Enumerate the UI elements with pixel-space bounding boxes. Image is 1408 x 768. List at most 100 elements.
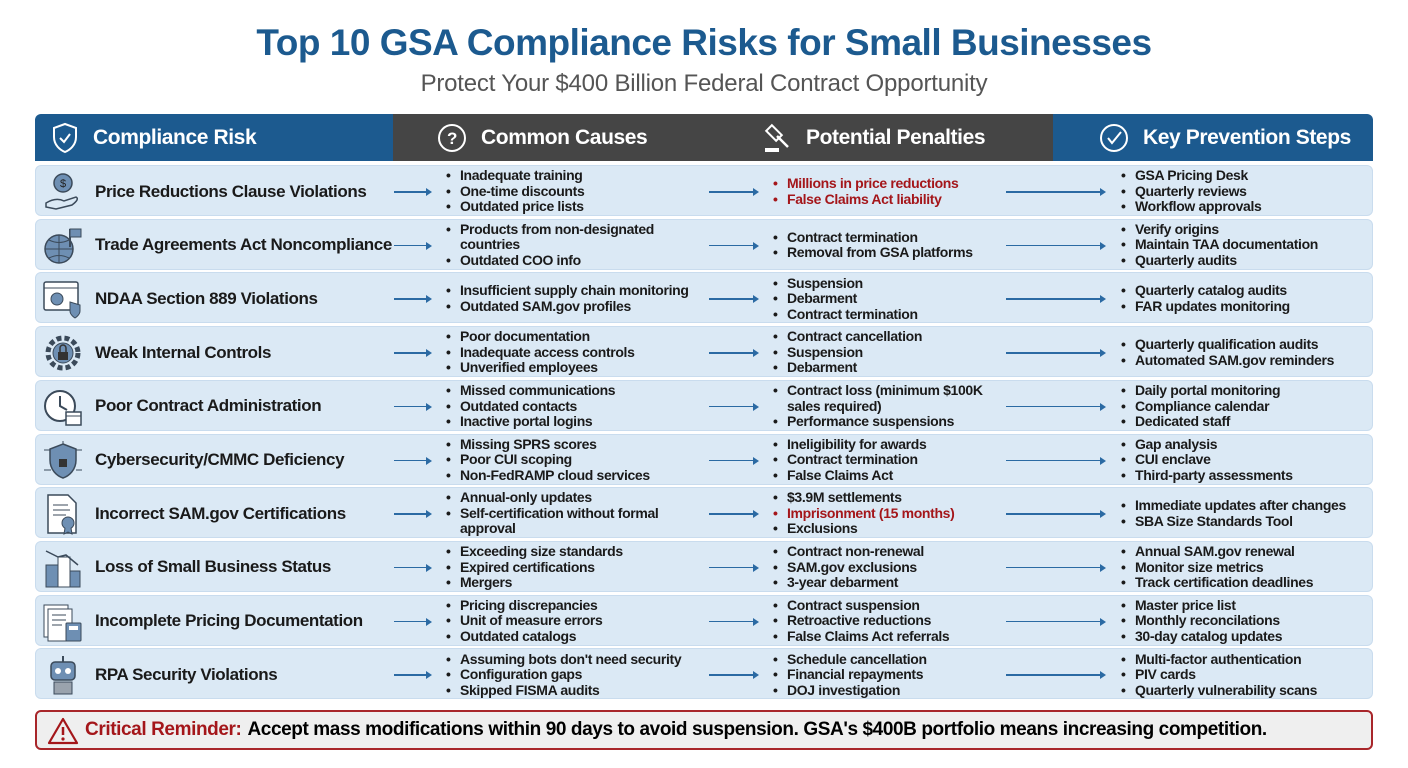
- arrow-icon: [1006, 188, 1106, 195]
- causes-list: Assuming bots don't need securityConfigu…: [446, 649, 716, 700]
- penalty-item: False Claims Act: [773, 467, 1008, 484]
- arrow-icon: [1006, 510, 1106, 517]
- prevention-item: GSA Pricing Desk: [1121, 168, 1371, 184]
- cause-item: Outdated COO info: [446, 252, 716, 269]
- prevention-item: CUI enclave: [1121, 452, 1371, 468]
- prevention-item: Quarterly reviews: [1121, 183, 1371, 200]
- prevention-item: Compliance calendar: [1121, 398, 1371, 415]
- shield-check-icon: [53, 122, 77, 153]
- arrow-icon: [1006, 242, 1106, 249]
- header-compliance-risk: Compliance Risk: [35, 114, 393, 161]
- causes-list: Missed communicationsOutdated contactsIn…: [446, 381, 716, 432]
- prevention-list: Gap analysisCUI enclaveThird-party asses…: [1121, 435, 1371, 486]
- table-row: Loss of Small Business Status Exceeding s…: [35, 540, 1373, 593]
- risk-name: NDAA Section 889 Violations: [95, 288, 318, 308]
- penalty-item: Suspension: [773, 344, 1008, 361]
- penalty-item: Contract non-renewal: [773, 544, 1008, 560]
- penalty-item: 3-year debarment: [773, 575, 1008, 591]
- cause-item: Configuration gaps: [446, 667, 716, 683]
- causes-list: Pricing discrepanciesUnit of measure err…: [446, 596, 716, 647]
- penalties-list: SuspensionDebarmentContract termination: [773, 273, 1008, 324]
- cause-item: Outdated price lists: [446, 199, 716, 215]
- penalty-item: Retroactive reductions: [773, 613, 1008, 629]
- question-circle-icon: ?: [438, 123, 466, 152]
- penalties-list: Contract cancellationSuspensionDebarment: [773, 327, 1008, 378]
- cause-item: One-time discounts: [446, 183, 716, 200]
- arrow-icon: [394, 510, 432, 517]
- penalty-item: Contract termination: [773, 306, 1008, 323]
- causes-list: Exceeding size standardsExpired certific…: [446, 542, 716, 593]
- table-row: Weak Internal Controls Poor documentation…: [35, 326, 1373, 378]
- arrow-icon: [394, 618, 432, 625]
- cause-item: Missing SPRS scores: [446, 436, 716, 453]
- prevention-item: Maintain TAA documentation: [1121, 237, 1371, 253]
- penalty-item: SAM.gov exclusions: [773, 559, 1008, 576]
- prevention-item: Workflow approvals: [1121, 199, 1371, 215]
- table-row: Cybersecurity/CMMC Deficiency Missing SPR…: [35, 433, 1373, 486]
- table-row: Poor Contract Administration Missed commu…: [35, 379, 1373, 432]
- risk-name: Incorrect SAM.gov Certifications: [95, 503, 346, 523]
- page-subtitle: Protect Your $400 Billion Federal Contra…: [420, 70, 988, 97]
- prevention-list: Immediate updates after changesSBA Size …: [1121, 488, 1371, 539]
- hand-coin-icon: $: [45, 173, 79, 210]
- penalty-item: Debarment: [773, 360, 1008, 376]
- arrow-icon: [394, 564, 432, 571]
- cause-item: Poor documentation: [446, 329, 716, 345]
- arrow-icon: [709, 242, 759, 249]
- arrow-icon: [394, 672, 432, 679]
- penalty-item: Contract termination: [773, 452, 1008, 468]
- cause-item: Outdated catalogs: [446, 628, 716, 645]
- cause-item: Missed communications: [446, 383, 716, 399]
- prevention-list: Multi-factor authenticationPIV cardsQuar…: [1121, 649, 1371, 700]
- cause-item: Insufficient supply chain monitoring: [446, 283, 716, 299]
- prevention-list: Verify originsMaintain TAA documentation…: [1121, 220, 1371, 271]
- prevention-list: Quarterly qualification auditsAutomated …: [1121, 327, 1371, 378]
- gavel-icon: [764, 123, 789, 152]
- cause-item: Unverified employees: [446, 360, 716, 376]
- arrow-icon: [1006, 618, 1106, 625]
- penalty-item: Contract suspension: [773, 597, 1008, 614]
- cause-item: Expired certifications: [446, 559, 716, 576]
- penalties-list: Contract non-renewalSAM.gov exclusions3-…: [773, 542, 1008, 593]
- banner-label: Critical Reminder:: [85, 719, 242, 740]
- risk-name: Price Reductions Clause Violations: [95, 181, 367, 201]
- header-label: Potential Penalties: [806, 125, 986, 149]
- penalties-list: $3.9M settlementsImprisonment (15 months…: [773, 488, 1008, 539]
- table-row: Trade Agreements Act Noncompliance Produc…: [35, 218, 1373, 271]
- causes-list: Inadequate trainingOne-time discountsOut…: [446, 166, 716, 217]
- cause-item: Products from non-designated countries: [446, 221, 716, 253]
- cause-item: Outdated contacts: [446, 398, 716, 415]
- table-row: Incorrect SAM.gov Certifications Annual-o…: [35, 487, 1373, 539]
- arrow-icon: [1006, 403, 1106, 410]
- cause-item: Outdated SAM.gov profiles: [446, 298, 716, 315]
- check-circle-icon: [1100, 123, 1128, 152]
- arrow-icon: [709, 672, 759, 679]
- penalty-item: Millions in price reductions: [773, 175, 1008, 192]
- svg-text:$: $: [60, 178, 66, 190]
- prevention-list: Daily portal monitoringCompliance calend…: [1121, 381, 1371, 432]
- table-row: Incomplete Pricing Documentation Pricing …: [35, 594, 1373, 647]
- causes-list: Insufficient supply chain monitoringOutd…: [446, 273, 716, 324]
- arrow-icon: [1006, 296, 1106, 303]
- risk-name: Poor Contract Administration: [95, 396, 322, 416]
- arrow-icon: [709, 457, 759, 464]
- penalty-item: $3.9M settlements: [773, 490, 1008, 506]
- causes-list: Poor documentationInadequate access cont…: [446, 327, 716, 378]
- cause-item: Unit of measure errors: [446, 613, 716, 629]
- header-common-causes: ? Common Causes: [437, 123, 762, 153]
- arrow-icon: [709, 188, 759, 195]
- header-causes-penalties: ? Common Causes Potential Penalties: [393, 114, 1053, 161]
- warning-triangle-icon: [47, 717, 79, 745]
- certificate-icon: [47, 494, 77, 536]
- header-label: Common Causes: [481, 125, 648, 149]
- gear-lock-icon: [45, 335, 81, 371]
- banner-text: Accept mass modifications within 90 days…: [247, 719, 1267, 740]
- penalty-item: Performance suspensions: [773, 414, 1008, 430]
- penalty-item: Suspension: [773, 275, 1008, 292]
- penalty-item: Ineligibility for awards: [773, 436, 1008, 453]
- table-row: RPA Security Violations Assuming bots don…: [35, 648, 1373, 700]
- arrow-icon: [394, 296, 432, 303]
- arrow-icon: [1006, 564, 1106, 571]
- prevention-item: Immediate updates after changes: [1121, 498, 1371, 514]
- arrow-icon: [709, 403, 759, 410]
